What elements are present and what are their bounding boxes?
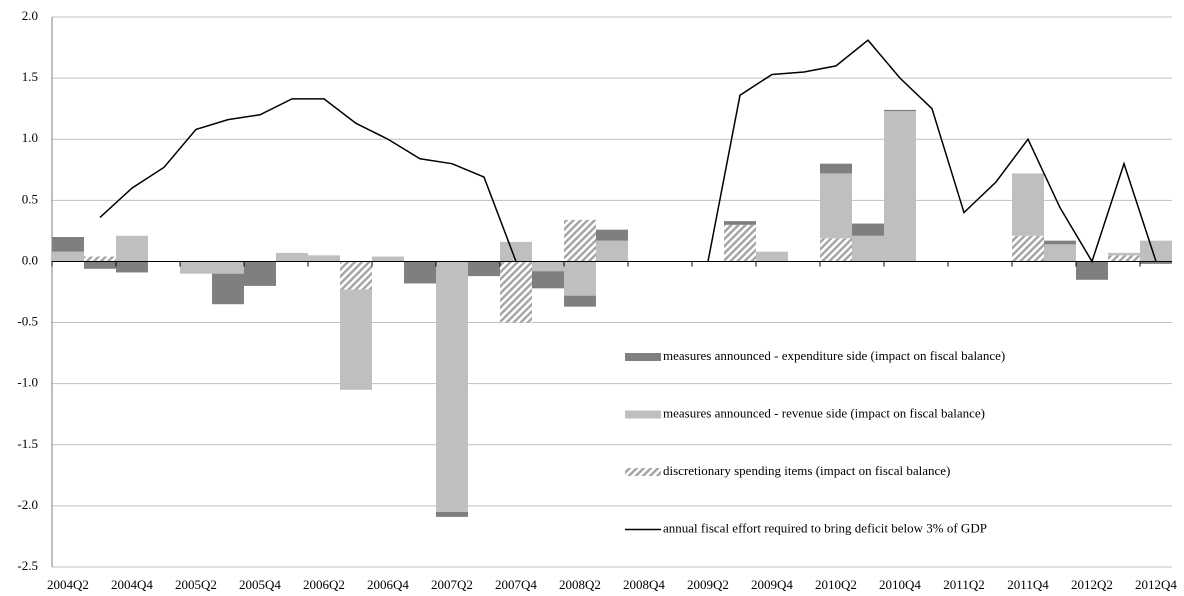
y-tick-label: 2.0: [22, 8, 38, 23]
x-tick-label: 2010Q2: [815, 577, 857, 592]
x-tick-label: 2007Q2: [431, 577, 473, 592]
x-tick-label: 2006Q2: [303, 577, 345, 592]
bar: [116, 261, 148, 273]
bar: [820, 238, 852, 262]
bar: [404, 261, 436, 284]
bar: [116, 235, 148, 262]
bar: [276, 252, 308, 262]
x-tick-label: 2006Q4: [367, 577, 409, 592]
bar: [372, 256, 404, 262]
bar: [1012, 235, 1044, 262]
bar: [340, 289, 372, 390]
y-tick-label: 1.5: [22, 69, 38, 84]
bar: [1012, 173, 1044, 236]
bar: [532, 261, 564, 272]
bar: [84, 256, 116, 262]
y-tick-label: -1.0: [17, 375, 38, 390]
bar: [500, 261, 532, 323]
x-tick-label: 2008Q2: [559, 577, 601, 592]
bar: [180, 261, 212, 274]
legend-label: measures announced - revenue side (impac…: [663, 405, 985, 420]
legend-label: annual fiscal effort required to bring d…: [663, 520, 987, 535]
y-tick-label: -1.5: [17, 436, 38, 451]
x-tick-label: 2008Q4: [623, 577, 665, 592]
bar: [212, 273, 244, 305]
bar: [532, 271, 564, 289]
bar: [884, 109, 916, 112]
x-tick-label: 2012Q2: [1071, 577, 1113, 592]
bar: [1140, 261, 1172, 264]
bar: [340, 261, 372, 290]
bar: [52, 251, 84, 262]
bar: [212, 261, 244, 274]
legend-swatch: [625, 468, 661, 476]
bar: [84, 261, 116, 269]
legend-swatch: [625, 353, 661, 361]
y-tick-label: -2.0: [17, 497, 38, 512]
bar: [884, 111, 916, 262]
x-tick-label: 2004Q4: [111, 577, 153, 592]
x-tick-label: 2004Q2: [47, 577, 89, 592]
bar: [724, 224, 756, 262]
x-tick-label: 2005Q4: [239, 577, 281, 592]
bar: [1108, 252, 1140, 256]
bar: [756, 251, 788, 262]
bar: [244, 261, 276, 286]
line: [99, 39, 1157, 264]
bar: [1076, 261, 1108, 280]
x-tick-label: 2007Q4: [495, 577, 537, 592]
legend-label: measures announced - expenditure side (i…: [663, 348, 1005, 363]
bar: [1108, 255, 1140, 262]
y-tick-label: 0.5: [22, 191, 38, 206]
bar: [564, 219, 596, 262]
y-tick-label: 0.0: [22, 252, 38, 267]
bar: [820, 173, 852, 239]
bar: [1044, 240, 1076, 245]
bar: [596, 240, 628, 262]
bar: [436, 261, 468, 512]
bar: [596, 229, 628, 241]
bar: [852, 235, 884, 262]
legend-label: discretionary spending items (impact on …: [663, 463, 950, 478]
bar: [468, 261, 500, 277]
x-tick-label: 2011Q4: [1007, 577, 1049, 592]
bar: [564, 261, 596, 296]
bar: [1044, 244, 1076, 262]
x-tick-label: 2005Q2: [175, 577, 217, 592]
y-tick-label: -0.5: [17, 314, 38, 329]
x-tick-label: 2011Q2: [943, 577, 984, 592]
x-tick-label: 2009Q4: [751, 577, 793, 592]
x-tick-label: 2012Q4: [1135, 577, 1177, 592]
bar: [308, 255, 340, 262]
y-tick-label: 1.0: [22, 130, 38, 145]
bar: [564, 295, 596, 307]
bar: [724, 221, 756, 225]
bar: [52, 237, 84, 252]
bar: [436, 512, 468, 517]
x-tick-label: 2009Q2: [687, 577, 729, 592]
bar: [1140, 240, 1172, 262]
y-tick-label: -2.5: [17, 558, 38, 573]
bar: [852, 223, 884, 236]
bar: [820, 163, 852, 174]
bar: [500, 241, 532, 262]
x-tick-label: 2010Q4: [879, 577, 921, 592]
legend-swatch: [625, 410, 661, 419]
